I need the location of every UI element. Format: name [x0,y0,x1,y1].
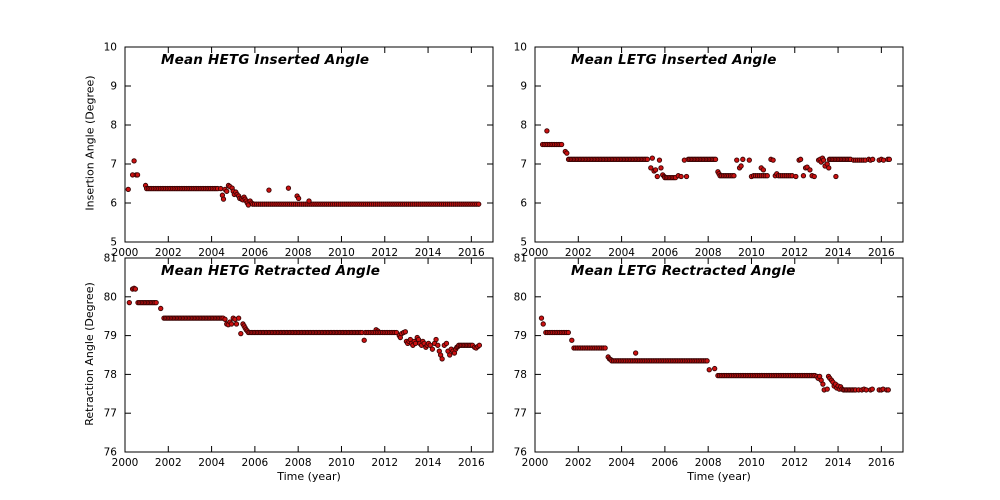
y-axis-label-insertion-angle: Insertion Angle (Degree) [83,75,96,211]
y-axis-label-retraction-angle: Retraction Angle (Degree) [83,282,96,426]
svg-text:6: 6 [520,198,527,210]
svg-text:9: 9 [110,81,117,93]
svg-text:2008: 2008 [695,247,722,259]
svg-text:2008: 2008 [285,457,312,469]
svg-text:5: 5 [110,237,117,249]
svg-text:2000: 2000 [112,457,139,469]
svg-text:2014: 2014 [415,247,442,259]
svg-text:2006: 2006 [652,457,679,469]
svg-text:2002: 2002 [565,457,592,469]
svg-text:2014: 2014 [825,457,852,469]
plot-area: 2000 2002 2004 2006 2008 2010 2012 2014 2016 5 6 7 8… [514,42,904,259]
chart-hetg-inserted-angle: 2000 2002 2004 2006 2008 2010 2012 2014 2016 5 6 7 8… [63,31,519,276]
svg-text:78: 78 [514,369,527,381]
svg-text:2012: 2012 [781,457,808,469]
svg-text:2012: 2012 [371,247,398,259]
plot-title-letg-retracted: Mean LETG Rectracted Angle [571,263,796,279]
svg-text:2008: 2008 [695,457,722,469]
svg-text:2004: 2004 [608,457,635,469]
svg-text:79: 79 [104,330,117,342]
plot-area: 2000 2002 2004 2006 2008 2010 2012 2014 2016 5 6 7 8… [104,42,494,259]
svg-text:81: 81 [514,253,527,265]
svg-text:8: 8 [520,120,527,132]
svg-text:2004: 2004 [608,247,635,259]
svg-text:2000: 2000 [522,247,549,259]
svg-text:2008: 2008 [285,247,312,259]
svg-text:6: 6 [110,198,117,210]
svg-text:2016: 2016 [868,457,895,469]
chart-hetg-retracted-angle: 2000 2002 2004 2006 2008 2010 2012 2014 2016 76 77… [63,242,519,486]
plot-area: 2000 2002 2004 2006 2008 2010 2012 2014 2016 76 77… [104,253,494,469]
svg-text:76: 76 [104,447,118,459]
plot-title-letg-inserted: Mean LETG Inserted Angle [571,52,777,68]
svg-text:2010: 2010 [738,457,765,469]
svg-text:2006: 2006 [242,247,269,259]
svg-text:2010: 2010 [328,457,355,469]
svg-text:2012: 2012 [371,457,398,469]
svg-text:80: 80 [104,291,117,303]
chart-letg-retracted-angle: 2000 2002 2004 2006 2008 2010 2012 2014 2016 76 77… [473,242,929,486]
svg-text:2006: 2006 [652,247,679,259]
plot-title-hetg-inserted: Mean HETG Inserted Angle [161,52,370,68]
svg-text:2000: 2000 [522,457,549,469]
svg-text:2004: 2004 [198,457,225,469]
plot-area: 2000 2002 2004 2006 2008 2010 2012 2014 2016 76 77… [514,253,904,469]
svg-text:2006: 2006 [242,457,269,469]
svg-text:2002: 2002 [155,457,182,469]
svg-text:8: 8 [110,120,117,132]
svg-text:2014: 2014 [825,247,852,259]
svg-text:2016: 2016 [458,247,485,259]
svg-text:10: 10 [514,42,527,54]
svg-text:2016: 2016 [458,457,485,469]
svg-text:2016: 2016 [868,247,895,259]
svg-text:5: 5 [520,237,527,249]
plot-title-hetg-retracted: Mean HETG Retracted Angle [161,263,381,279]
svg-text:77: 77 [514,408,527,420]
svg-text:2014: 2014 [415,457,442,469]
svg-text:2012: 2012 [781,247,808,259]
svg-text:2002: 2002 [565,247,592,259]
svg-text:78: 78 [104,369,117,381]
svg-text:2004: 2004 [198,247,225,259]
svg-text:7: 7 [110,159,117,171]
svg-text:2002: 2002 [155,247,182,259]
svg-text:2000: 2000 [112,247,139,259]
svg-text:81: 81 [104,253,117,265]
svg-text:2010: 2010 [738,247,765,259]
svg-text:10: 10 [104,42,117,54]
svg-text:7: 7 [520,159,527,171]
chart-letg-inserted-angle: 2000 2002 2004 2006 2008 2010 2012 2014 2016 5 6 7 8… [473,31,929,276]
svg-text:77: 77 [104,408,117,420]
svg-text:76: 76 [514,447,528,459]
svg-text:80: 80 [514,291,527,303]
x-axis-label-time-left: Time (year) [277,470,341,483]
svg-text:9: 9 [520,81,527,93]
svg-text:2010: 2010 [328,247,355,259]
x-axis-label-time-right: Time (year) [687,470,751,483]
svg-text:79: 79 [514,330,527,342]
